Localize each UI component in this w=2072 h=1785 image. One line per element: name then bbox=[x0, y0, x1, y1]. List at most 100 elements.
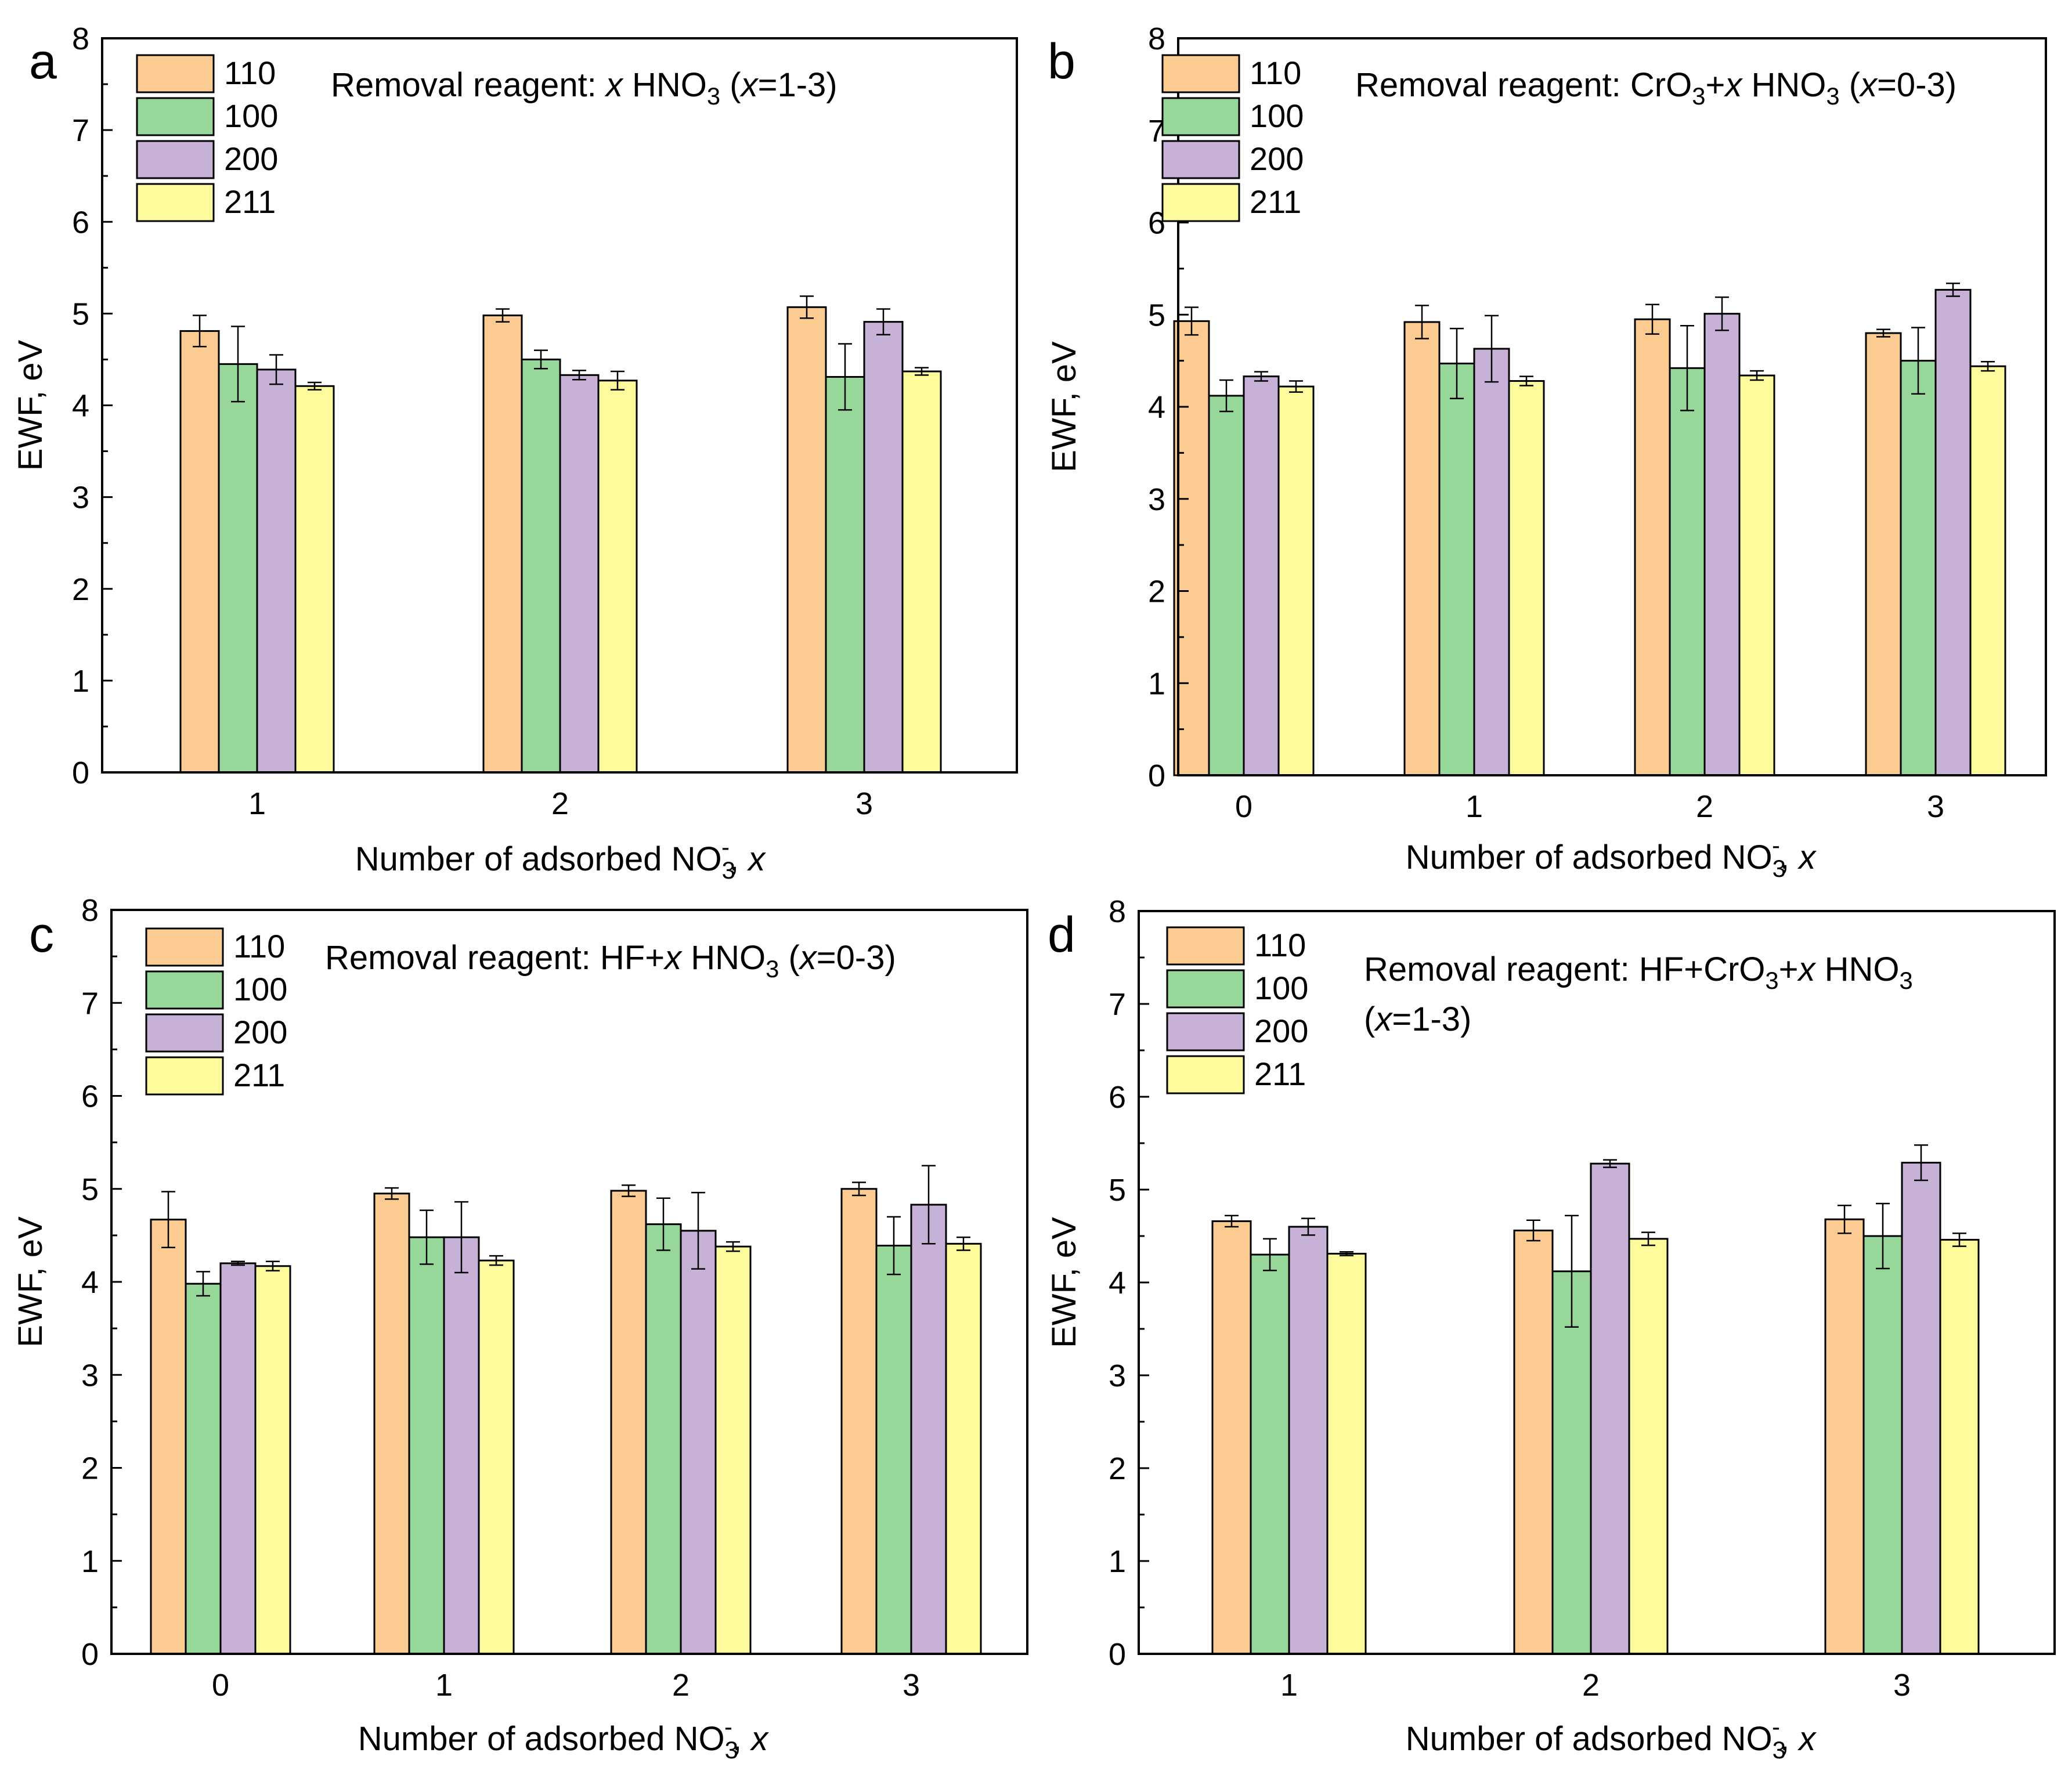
bar-200-x1 bbox=[256, 368, 297, 774]
text-run: - bbox=[724, 1713, 732, 1740]
annotation-text-line2: (x=1-3) bbox=[1364, 1000, 1471, 1038]
legend-label-200: 200 bbox=[233, 1014, 287, 1050]
legend-swatch-211 bbox=[136, 183, 215, 222]
text-run: x bbox=[798, 939, 818, 977]
y-tick-label: 0 bbox=[72, 756, 89, 790]
bar-100-x1 bbox=[1438, 362, 1475, 776]
bar-110-x0 bbox=[150, 1219, 187, 1655]
legend-label-211: 211 bbox=[233, 1057, 285, 1093]
legend-swatch-211 bbox=[1166, 1055, 1245, 1094]
y-tick-label: 3 bbox=[1109, 1358, 1126, 1393]
text-run: x bbox=[739, 66, 759, 104]
bar-211-x1 bbox=[1326, 1252, 1367, 1655]
text-run: , bbox=[730, 840, 748, 878]
y-tick-label: 6 bbox=[81, 1079, 99, 1114]
bar-200-x3 bbox=[1901, 1162, 1941, 1655]
bar-100-x3 bbox=[825, 375, 865, 774]
y-tick-label: 5 bbox=[1109, 1173, 1126, 1208]
text-run: x bbox=[1858, 66, 1878, 104]
x-tick-label: 3 bbox=[855, 786, 873, 821]
x-axis-label: Number of adsorbed NO3-, x bbox=[358, 1713, 769, 1764]
y-tick-label: 1 bbox=[81, 1544, 99, 1579]
text-run: ( bbox=[779, 939, 799, 977]
text-run: ( bbox=[1840, 66, 1860, 104]
text-run: , bbox=[1780, 839, 1799, 876]
text-run: Removal reagent: CrO bbox=[1355, 66, 1692, 104]
bar-211-x1 bbox=[1508, 380, 1545, 776]
bar-211-x3 bbox=[945, 1242, 982, 1655]
bar-100-x1 bbox=[218, 363, 258, 774]
annotation-text: Removal reagent: HF+x HNO3​ (x=0-3) bbox=[325, 939, 896, 982]
legend-label-200: 200 bbox=[1254, 1013, 1308, 1049]
bar-200-x1 bbox=[443, 1236, 480, 1655]
bar-100-x1 bbox=[1250, 1253, 1290, 1655]
x-axis-label: Number of adsorbed NO3-, x bbox=[355, 833, 766, 884]
y-tick-label: 5 bbox=[1148, 298, 1165, 333]
legend-label-100: 100 bbox=[224, 97, 278, 134]
bar-211-x0 bbox=[1277, 385, 1315, 776]
text-run: x bbox=[1373, 1000, 1393, 1038]
legend-swatch-100 bbox=[1166, 969, 1245, 1009]
bar-211-x1 bbox=[478, 1259, 515, 1655]
y-tick-label: 8 bbox=[1109, 894, 1126, 929]
text-run: - bbox=[1772, 832, 1780, 859]
bar-200-x2 bbox=[1703, 313, 1741, 776]
x-tick-label: 0 bbox=[212, 1668, 229, 1703]
bar-100-x3 bbox=[1900, 360, 1937, 776]
bar-200-x3 bbox=[863, 321, 904, 774]
text-run: 3 bbox=[725, 1736, 738, 1764]
legend-label-211: 211 bbox=[1250, 183, 1301, 220]
y-tick-label: 2 bbox=[81, 1451, 99, 1486]
legend-swatch-200 bbox=[1166, 1012, 1245, 1052]
y-tick-label: 8 bbox=[72, 21, 89, 56]
y-tick-label: 3 bbox=[1148, 482, 1165, 517]
bar-110-x3 bbox=[786, 306, 827, 774]
text-run: , bbox=[732, 1720, 751, 1758]
legend-label-110: 110 bbox=[224, 55, 276, 91]
text-run: 3 bbox=[707, 82, 720, 110]
bar-100-x0 bbox=[185, 1282, 222, 1655]
text-run: x bbox=[749, 1720, 769, 1758]
text-run: x bbox=[746, 840, 766, 878]
legend-swatch-100 bbox=[136, 97, 215, 136]
text-run: x bbox=[1797, 839, 1817, 876]
legend-swatch-211 bbox=[1161, 183, 1240, 222]
y-tick-label: 0 bbox=[1148, 758, 1165, 793]
text-run: =0-3) bbox=[1877, 66, 1957, 104]
y-tick-label: 7 bbox=[81, 986, 99, 1021]
bar-100-x2 bbox=[645, 1223, 682, 1655]
text-run: Removal reagent: HF+ bbox=[325, 939, 665, 977]
legend-label-100: 100 bbox=[233, 971, 287, 1007]
annotation-text: Removal reagent: CrO3​+x HNO3​ (x=0-3) bbox=[1355, 66, 1957, 110]
y-tick-label: 5 bbox=[81, 1172, 99, 1207]
bar-200-x2 bbox=[559, 374, 600, 774]
legend-swatch-110 bbox=[1161, 54, 1240, 93]
bar-200-x0 bbox=[219, 1262, 257, 1655]
x-tick-label: 3 bbox=[1927, 789, 1944, 824]
bar-200-x1 bbox=[1288, 1226, 1329, 1655]
x-tick-label: 3 bbox=[1893, 1668, 1911, 1703]
y-tick-label: 5 bbox=[72, 297, 89, 331]
bar-211-x3 bbox=[1939, 1238, 1980, 1655]
bar-211-x0 bbox=[254, 1265, 291, 1655]
bar-100-x2 bbox=[1669, 367, 1706, 776]
y-tick-label: 6 bbox=[72, 205, 89, 240]
text-run: Number of adsorbed NO bbox=[1406, 839, 1773, 876]
y-tick-label: 2 bbox=[1109, 1451, 1126, 1486]
bar-110-x3 bbox=[1824, 1218, 1865, 1655]
text-run: HNO bbox=[681, 939, 766, 977]
text-run: x bbox=[1797, 951, 1817, 988]
bar-211-x3 bbox=[1969, 365, 2006, 776]
bar-211-x2 bbox=[597, 380, 638, 774]
x-tick-label: 1 bbox=[1280, 1668, 1298, 1703]
legend-swatch-110 bbox=[1166, 926, 1245, 966]
y-tick-label: 1 bbox=[1109, 1544, 1126, 1579]
legend-label-211: 211 bbox=[1254, 1056, 1306, 1092]
annotation-text: Removal reagent: HF+CrO3​+x HNO3​ bbox=[1364, 951, 1913, 994]
y-tick-label: 1 bbox=[72, 664, 89, 699]
y-axis-label: EWF, eV bbox=[12, 339, 49, 471]
legend-swatch-211 bbox=[145, 1056, 224, 1096]
text-run: x bbox=[663, 939, 683, 977]
